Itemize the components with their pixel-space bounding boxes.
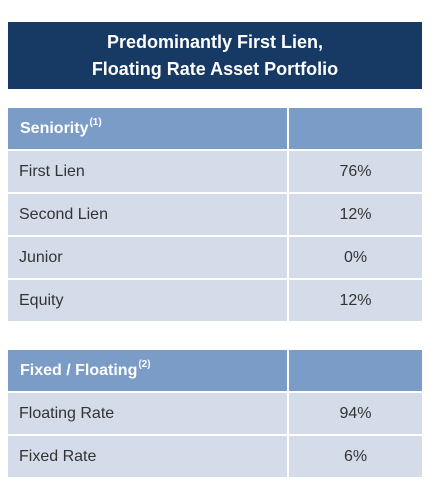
seniority-table: Seniority (1) First Lien 76% Second Lien … (8, 108, 422, 321)
table-row: Junior 0% (8, 237, 422, 280)
seniority-header-label: Seniority (20, 119, 89, 137)
table-row: Fixed Rate 6% (8, 436, 422, 477)
title-line-1: Predominantly First Lien, (106, 31, 324, 52)
title-banner: Predominantly First Lien, Floating Rate … (8, 22, 422, 89)
row-label: Floating Rate (8, 393, 289, 434)
row-value: 6% (343, 447, 368, 465)
row-value: 76% (339, 162, 372, 180)
row-value: 0% (343, 248, 368, 266)
fixed-floating-table: Fixed / Floating (2) Floating Rate 94% Fi… (8, 350, 422, 477)
table-row: First Lien 76% (8, 151, 422, 194)
row-label: First Lien (8, 151, 289, 192)
fixed-floating-header-row: Fixed / Floating (2) (8, 350, 422, 393)
seniority-header-value-cell (289, 108, 422, 149)
row-label: Fixed Rate (8, 436, 289, 477)
table-row: Floating Rate 94% (8, 393, 422, 436)
fixed-floating-header-value-cell (289, 350, 422, 391)
seniority-footnote: (1) (89, 117, 102, 128)
seniority-header-row: Seniority (1) (8, 108, 422, 151)
row-value: 12% (339, 205, 372, 223)
row-value: 12% (339, 291, 372, 309)
row-label: Equity (8, 280, 289, 321)
table-row: Second Lien 12% (8, 194, 422, 237)
table-row: Equity 12% (8, 280, 422, 321)
title-line-2: Floating Rate Asset Portfolio (91, 58, 339, 79)
row-label: Second Lien (8, 194, 289, 235)
fixed-floating-header-label: Fixed / Floating (20, 361, 138, 379)
row-label: Junior (8, 237, 289, 278)
fixed-floating-footnote: (2) (138, 359, 151, 370)
fixed-floating-header-cell: Fixed / Floating (2) (8, 350, 289, 391)
seniority-header-cell: Seniority (1) (8, 108, 289, 149)
row-value: 94% (339, 404, 372, 422)
